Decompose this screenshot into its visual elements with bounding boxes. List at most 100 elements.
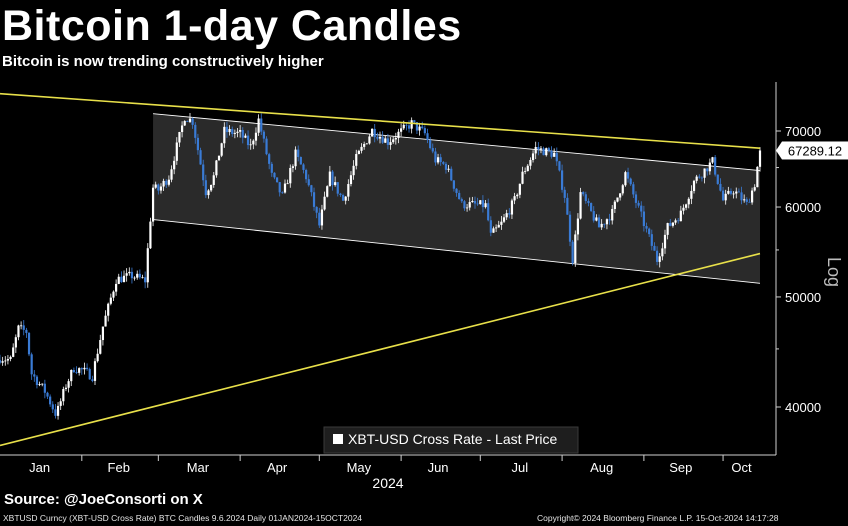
candle-down — [413, 120, 416, 123]
candle-down — [305, 169, 308, 180]
candle-up — [93, 361, 97, 381]
candle-down — [339, 193, 342, 196]
chart-subtitle: Bitcoin is now trending constructively h… — [2, 53, 324, 70]
candle-down — [373, 128, 376, 138]
candle-up — [447, 168, 450, 170]
candle-up — [112, 291, 115, 298]
candle-down — [241, 130, 244, 138]
axes: 40000 50000 60000 70000 Log 67289.12 Jan Feb Mar… — [0, 82, 848, 491]
candle-up — [115, 283, 118, 292]
candle-up — [175, 142, 178, 161]
candle-up — [516, 194, 519, 197]
candle-down — [566, 197, 569, 215]
trendlines — [0, 92, 761, 447]
candle-down — [386, 138, 390, 145]
candle-up — [692, 180, 696, 191]
candle-up — [750, 190, 754, 203]
candle-down — [225, 126, 229, 133]
candle-down — [0, 360, 2, 363]
candle-up — [687, 198, 690, 205]
candle-up — [661, 248, 664, 257]
candle-up — [663, 234, 667, 249]
candle-down — [677, 220, 680, 222]
candle-up — [397, 131, 400, 138]
candle-up — [402, 124, 405, 129]
candle-up — [62, 389, 65, 402]
candle-up — [690, 190, 693, 199]
candle-up — [239, 130, 242, 132]
candle-down — [268, 154, 271, 164]
candle-down — [46, 392, 49, 397]
candle-down — [547, 148, 550, 151]
candle-up — [595, 217, 598, 221]
y-tick-label: 50000 — [785, 290, 821, 305]
candle-up — [505, 213, 508, 218]
candle-down — [714, 157, 717, 175]
candle-down — [473, 200, 477, 204]
candle-up — [531, 153, 535, 160]
candle-up — [154, 184, 157, 188]
candle-down — [629, 178, 632, 185]
candle-up — [724, 193, 727, 201]
candle-down — [54, 409, 57, 416]
candle-up — [579, 192, 582, 219]
candle-down — [278, 182, 281, 193]
x-tick-label: Jan — [29, 460, 50, 475]
x-tick-label: Sep — [669, 460, 692, 475]
candle-down — [376, 137, 379, 139]
candle-down — [584, 194, 587, 201]
candle-up — [67, 381, 70, 388]
candle-down — [407, 125, 411, 129]
candle-up — [104, 315, 107, 327]
candle-up — [323, 196, 326, 210]
candle-down — [35, 376, 39, 386]
candle-up — [254, 132, 258, 141]
candle-down — [592, 211, 595, 221]
candle-down — [698, 176, 701, 178]
candle-down — [273, 172, 276, 178]
candle-up — [289, 167, 292, 184]
trendline — [0, 252, 761, 447]
candle-down — [302, 164, 305, 170]
candle-up — [173, 160, 176, 170]
candle-down — [88, 369, 91, 380]
candle-down — [265, 138, 268, 155]
candle-up — [518, 183, 521, 195]
candle-down — [442, 162, 445, 164]
candle-down — [537, 146, 540, 150]
last-price-label: 67289.12 — [788, 143, 842, 158]
candle-down — [634, 194, 638, 203]
x-tick-label: Mar — [187, 460, 210, 475]
candle-up — [347, 184, 350, 197]
candle-down — [144, 277, 147, 283]
candle-up — [600, 223, 603, 228]
candle-up — [210, 184, 213, 191]
candle-down — [80, 368, 83, 370]
candle-down — [297, 149, 300, 158]
candle-down — [452, 180, 455, 189]
candle-up — [159, 186, 163, 191]
candle-up — [326, 186, 329, 197]
candle-down — [719, 183, 722, 191]
candle-down — [318, 212, 321, 226]
candle-up — [117, 276, 120, 284]
candle-down — [231, 128, 234, 134]
candle-up — [207, 190, 210, 196]
candle-down — [307, 179, 310, 186]
y-tick-label: 60000 — [785, 200, 821, 215]
candle-down — [748, 201, 751, 203]
candle-down — [423, 128, 426, 134]
candle-up — [188, 118, 192, 122]
candle-down — [49, 396, 52, 405]
candle-up — [236, 131, 239, 133]
candle-up — [228, 128, 231, 133]
x-tick-label: Oct — [731, 460, 752, 475]
candle-up — [99, 340, 102, 354]
candle-down — [558, 161, 561, 171]
candle-up — [479, 200, 482, 205]
candle-down — [72, 369, 75, 373]
candle-up — [133, 277, 136, 279]
candle-down — [33, 374, 36, 377]
candle-down — [405, 124, 408, 126]
channel-fill — [153, 113, 761, 284]
